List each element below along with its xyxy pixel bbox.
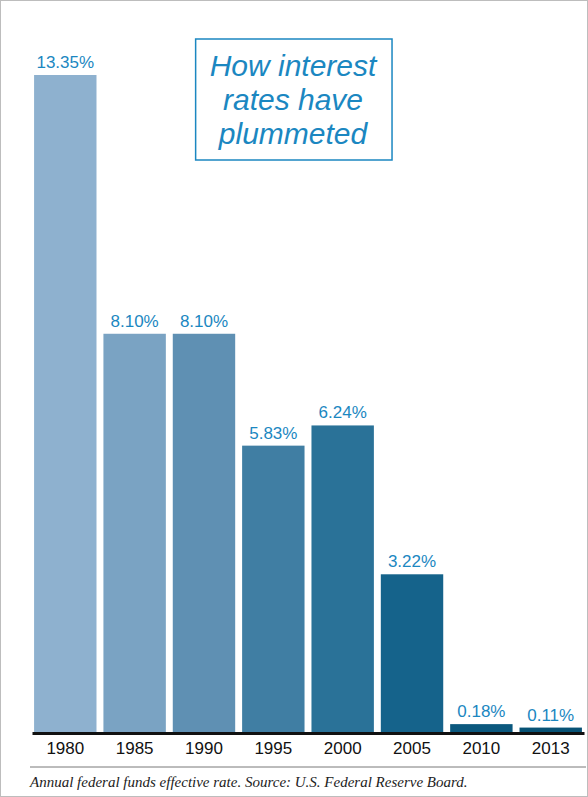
- bar: [103, 334, 165, 733]
- tick: 1995: [254, 739, 292, 758]
- tick-label: 2013: [532, 739, 570, 758]
- title-frame: [196, 39, 392, 160]
- data-label: 6.24%: [319, 403, 367, 422]
- tick: 1985: [116, 739, 154, 758]
- bar: [381, 574, 443, 733]
- chart: 13.35% 8.10% 8.10% 5.83% 6.24% 3.22% 0.18% 0.11…: [0, 0, 588, 797]
- bar: [242, 446, 304, 733]
- caption-rule: [30, 767, 586, 768]
- title-box: How interestrates haveplummeted: [196, 39, 392, 160]
- tick-label: 1980: [46, 739, 84, 758]
- tick-label: 2010: [462, 739, 500, 758]
- tick: 1980: [46, 739, 84, 758]
- tick: 1990: [185, 739, 223, 758]
- tick-label: 2005: [393, 739, 431, 758]
- bars: [34, 75, 582, 733]
- data-label: 0.18%: [457, 702, 505, 721]
- tick-label: 1995: [254, 739, 292, 758]
- data-label: 13.35%: [36, 53, 94, 72]
- title-line: rates have: [223, 83, 363, 116]
- bar: [34, 75, 96, 733]
- data-label: 8.10%: [111, 312, 159, 331]
- tick-label: 1990: [185, 739, 223, 758]
- title-line: plummeted: [218, 117, 369, 150]
- bar: [311, 425, 373, 733]
- tick: 2000: [324, 739, 362, 758]
- bar: [450, 724, 512, 733]
- bar: [173, 334, 235, 733]
- tick: 2005: [393, 739, 431, 758]
- x-axis: 1980 1985 1990 1995 2000 2005 2010 2013: [33, 734, 585, 759]
- tick: 2013: [532, 739, 570, 758]
- frame: [1, 1, 588, 797]
- axis-line: [33, 732, 585, 735]
- title-line: How interest: [210, 49, 378, 82]
- tick-label: 1985: [116, 739, 154, 758]
- data-label: 0.11%: [527, 706, 574, 725]
- tick-label: 2000: [324, 739, 362, 758]
- data-label: 5.83%: [249, 424, 297, 443]
- data-label: 3.22%: [388, 552, 436, 571]
- tick: 2010: [462, 739, 500, 758]
- caption: Annual federal funds effective rate. Sou…: [29, 774, 468, 790]
- data-label: 8.10%: [180, 312, 228, 331]
- title: How interestrates haveplummeted: [210, 49, 378, 150]
